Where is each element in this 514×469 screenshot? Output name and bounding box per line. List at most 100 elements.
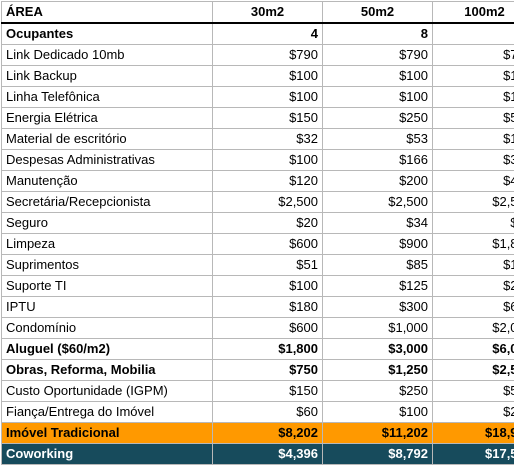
table-row: Secretária/Recepcionista$2,500$2,500$2,5… [1, 191, 514, 213]
header-col-50m2[interactable]: 50m2 [322, 1, 433, 24]
cell[interactable]: 4 [212, 22, 323, 45]
cell[interactable]: $600 [432, 296, 514, 318]
cell[interactable]: 16 [432, 22, 514, 45]
cell[interactable]: $166 [322, 149, 433, 171]
row-label[interactable]: Suprimentos [1, 254, 213, 276]
cell[interactable]: $34 [322, 212, 433, 234]
row-label[interactable]: Despesas Administrativas [1, 149, 213, 171]
row-label[interactable]: Link Dedicado 10mb [1, 44, 213, 66]
cell[interactable]: $600 [212, 233, 323, 255]
row-label[interactable]: Suporte TI [1, 275, 213, 297]
row-label[interactable]: Secretária/Recepcionista [1, 191, 213, 213]
header-col-100m2[interactable]: 100m2 [432, 1, 514, 24]
cell[interactable]: $32 [212, 128, 323, 150]
cell[interactable]: $20 [212, 212, 323, 234]
cell[interactable]: $250 [322, 380, 433, 402]
cell[interactable]: $790 [322, 44, 433, 66]
cell[interactable]: $1,800 [212, 338, 323, 360]
cell[interactable]: $100 [432, 65, 514, 87]
cell[interactable]: $67 [432, 212, 514, 234]
total-cell[interactable]: $18,914 [432, 422, 514, 444]
total-cell[interactable]: $11,202 [322, 422, 433, 444]
row-label[interactable]: Ocupantes [1, 22, 213, 45]
total-row-coworking: Coworking$4,396$8,792$17,584 [1, 443, 514, 465]
cell[interactable]: $400 [432, 170, 514, 192]
cell[interactable]: $100 [212, 275, 323, 297]
row-label[interactable]: IPTU [1, 296, 213, 318]
cell[interactable]: $2,500 [322, 191, 433, 213]
cell[interactable]: $900 [322, 233, 433, 255]
total-label[interactable]: Coworking [1, 443, 213, 465]
table-row: Manutenção$120$200$400 [1, 170, 514, 192]
cell[interactable]: $2,500 [212, 191, 323, 213]
row-label[interactable]: Condomínio [1, 317, 213, 339]
cell[interactable]: $150 [212, 107, 323, 129]
total-cell[interactable]: $17,584 [432, 443, 514, 465]
row-label[interactable]: Limpeza [1, 233, 213, 255]
total-cell[interactable]: $8,202 [212, 422, 323, 444]
cell[interactable]: $100 [212, 65, 323, 87]
table-row: Link Dedicado 10mb$790$790$790 [1, 44, 514, 66]
table-row: Despesas Administrativas$100$166$332 [1, 149, 514, 171]
cell[interactable]: $2,000 [432, 317, 514, 339]
cell[interactable]: $750 [212, 359, 323, 381]
cell[interactable]: $500 [432, 380, 514, 402]
row-label[interactable]: Material de escritório [1, 128, 213, 150]
row-label[interactable]: Energia Elétrica [1, 107, 213, 129]
row-label[interactable]: Seguro [1, 212, 213, 234]
row-label[interactable]: Linha Telefônica [1, 86, 213, 108]
cell[interactable]: $300 [322, 296, 433, 318]
cell[interactable]: $1,000 [322, 317, 433, 339]
cell[interactable]: $85 [322, 254, 433, 276]
cell[interactable]: $250 [322, 107, 433, 129]
cell[interactable]: $180 [212, 296, 323, 318]
cell[interactable]: $150 [212, 380, 323, 402]
cell[interactable]: $790 [212, 44, 323, 66]
table-row: Suprimentos$51$85$170 [1, 254, 514, 276]
cell[interactable]: $120 [212, 170, 323, 192]
cell[interactable]: $100 [322, 86, 433, 108]
cell[interactable]: $200 [432, 401, 514, 423]
cell[interactable]: $100 [322, 65, 433, 87]
row-label[interactable]: Fiança/Entrega do Imóvel [1, 401, 213, 423]
cell[interactable]: $100 [212, 149, 323, 171]
total-cell[interactable]: $4,396 [212, 443, 323, 465]
table-row: IPTU$180$300$600 [1, 296, 514, 318]
table-row: Linha Telefônica$100$100$100 [1, 86, 514, 108]
cell[interactable]: $53 [322, 128, 433, 150]
cell[interactable]: $170 [432, 254, 514, 276]
total-label[interactable]: Imóvel Tradicional [1, 422, 213, 444]
cell[interactable]: $125 [322, 275, 433, 297]
row-label[interactable]: Obras, Reforma, Mobilia [1, 359, 213, 381]
cell[interactable]: $6,000 [432, 338, 514, 360]
cell[interactable]: $332 [432, 149, 514, 171]
cell[interactable]: $1,250 [322, 359, 433, 381]
cell[interactable]: 8 [322, 22, 433, 45]
row-label[interactable]: Aluguel ($60/m2) [1, 338, 213, 360]
row-label[interactable]: Link Backup [1, 65, 213, 87]
cell[interactable]: $100 [432, 86, 514, 108]
cell[interactable]: $60 [212, 401, 323, 423]
cell[interactable]: $1,800 [432, 233, 514, 255]
header-col-30m2[interactable]: 30m2 [212, 1, 323, 24]
cell[interactable]: $600 [212, 317, 323, 339]
cell[interactable]: $250 [432, 275, 514, 297]
row-label[interactable]: Manutenção [1, 170, 213, 192]
cell[interactable]: $500 [432, 107, 514, 129]
total-cell[interactable]: $8,792 [322, 443, 433, 465]
cell[interactable]: $105 [432, 128, 514, 150]
cell[interactable]: $100 [212, 86, 323, 108]
cell[interactable]: $51 [212, 254, 323, 276]
row-label[interactable]: Custo Oportunidade (IGPM) [1, 380, 213, 402]
cell[interactable]: $100 [322, 401, 433, 423]
cell[interactable]: $790 [432, 44, 514, 66]
header-area[interactable]: ÁREA [1, 1, 213, 24]
table-body: Ocupantes4816 Link Dedicado 10mb$790$790… [1, 22, 514, 465]
table-row: Custo Oportunidade (IGPM)$150$250$500 [1, 380, 514, 402]
table-row: Link Backup$100$100$100 [1, 65, 514, 87]
cell[interactable]: $200 [322, 170, 433, 192]
cell[interactable]: $3,000 [322, 338, 433, 360]
cell[interactable]: $2,500 [432, 359, 514, 381]
cell[interactable]: $2,500 [432, 191, 514, 213]
